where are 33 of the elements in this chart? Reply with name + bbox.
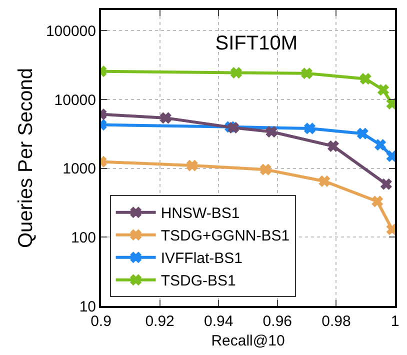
point <box>328 140 339 152</box>
x-tick-label: 1 <box>390 313 400 330</box>
point <box>372 196 383 208</box>
legend-label: TSDG-BS1 <box>160 272 236 290</box>
point <box>357 128 368 140</box>
point <box>318 176 330 187</box>
y-tick-label: 10000 <box>54 92 96 109</box>
point <box>228 122 239 134</box>
point <box>186 160 198 172</box>
legend-label: IVFFlat-BS1 <box>160 250 243 268</box>
y-tick-label: 10 <box>79 298 96 316</box>
point <box>374 139 386 150</box>
x-tick-label: 0.94 <box>204 313 234 330</box>
y-tick-label: 1000 <box>62 160 96 178</box>
point <box>378 84 389 96</box>
point <box>380 178 392 190</box>
legend-label: HNSW-BS1 <box>160 205 240 222</box>
point <box>304 122 316 134</box>
x-tick-label: 0.98 <box>322 313 351 330</box>
y-tick-label: 100 <box>70 229 96 246</box>
y-axis-title: Queries Per Second <box>14 68 37 248</box>
x-tick-label: 0.9 <box>90 313 112 330</box>
x-tick-label: 0.92 <box>145 313 174 330</box>
point <box>360 73 372 84</box>
x-axis-title: Recall@10 <box>211 332 285 350</box>
y-tick-label: 100000 <box>46 22 96 40</box>
text: SIFT10M <box>215 32 298 54</box>
x-tick-label: 0.96 <box>262 313 292 330</box>
point <box>260 164 272 176</box>
point <box>230 67 242 78</box>
point <box>301 68 312 79</box>
legend-label: TSDG+GGNN-BS1 <box>160 228 290 245</box>
point <box>266 126 278 138</box>
